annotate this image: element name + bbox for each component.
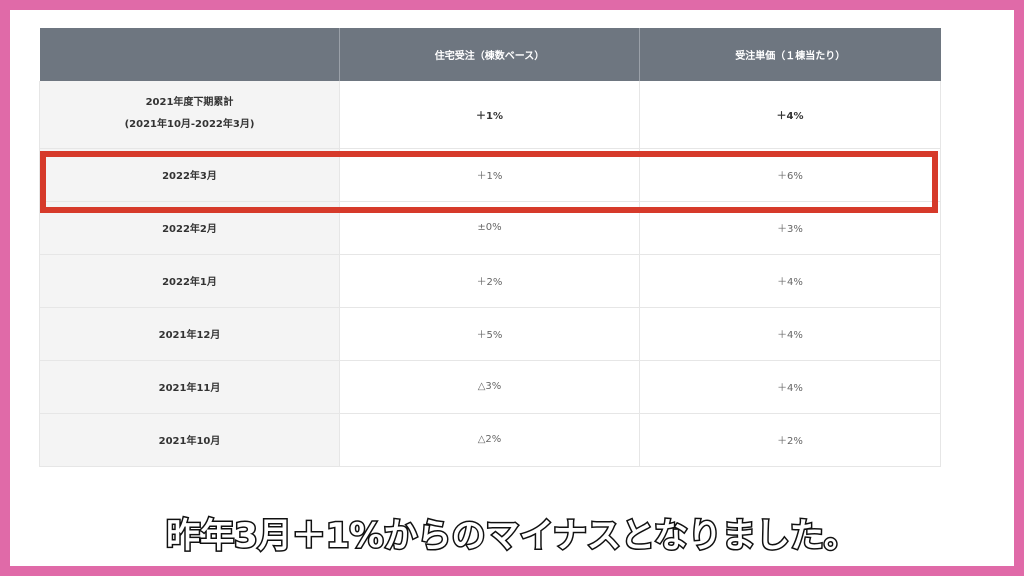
row-label: 2022年3月 [39, 148, 340, 202]
table-row: 2022年2月 ±0% ＋3% [39, 201, 941, 255]
header-orders: 住宅受注（棟数ベース） [339, 28, 640, 81]
subtitle-caption: 昨年3月＋1%からのマイナスとなりました。 [165, 515, 860, 558]
orders-table: 住宅受注（棟数ベース） 受注単価（１棟当たり） 2021年度下期累計 (2021… [39, 28, 941, 467]
row-label: 2022年2月 [39, 201, 340, 255]
header-empty [39, 28, 340, 81]
row-label: 2021年12月 [39, 307, 340, 361]
table-row-summary: 2021年度下期累計 (2021年10月-2022年3月) ＋1% ＋4% [39, 81, 941, 149]
table-row: 2022年3月 ＋1% ＋6% [39, 148, 941, 202]
orders-value: ＋1% [339, 81, 640, 149]
summary-label-line1: 2021年度下期累計 [145, 97, 234, 109]
unit-price-value: ＋3% [639, 201, 941, 255]
row-label: 2021年度下期累計 (2021年10月-2022年3月) [39, 81, 340, 149]
header-unit-price: 受注単価（１棟当たり） [639, 28, 941, 81]
unit-price-value: ＋4% [639, 360, 941, 414]
summary-label-line2: (2021年10月-2022年3月) [124, 119, 255, 131]
row-label: 2021年10月 [39, 413, 340, 467]
unit-price-value: ＋4% [639, 307, 941, 361]
table-row: 2021年12月 ＋5% ＋4% [39, 307, 941, 361]
unit-price-value: ＋4% [639, 81, 941, 149]
table-row: 2022年1月 ＋2% ＋4% [39, 254, 941, 308]
orders-value: △2% [339, 413, 640, 467]
orders-value: ±0% [339, 201, 640, 255]
orders-value: △3% [339, 360, 640, 414]
unit-price-value: ＋4% [639, 254, 941, 308]
unit-price-value: ＋6% [639, 148, 941, 202]
orders-value: ＋2% [339, 254, 640, 308]
unit-price-value: ＋2% [639, 413, 941, 467]
row-label: 2021年11月 [39, 360, 340, 414]
orders-value: ＋1% [339, 148, 640, 202]
table-row: 2021年11月 △3% ＋4% [39, 360, 941, 414]
row-label: 2022年1月 [39, 254, 340, 308]
table-header-row: 住宅受注（棟数ベース） 受注単価（１棟当たり） [39, 28, 941, 81]
orders-value: ＋5% [339, 307, 640, 361]
table-row: 2021年10月 △2% ＋2% [39, 413, 941, 467]
